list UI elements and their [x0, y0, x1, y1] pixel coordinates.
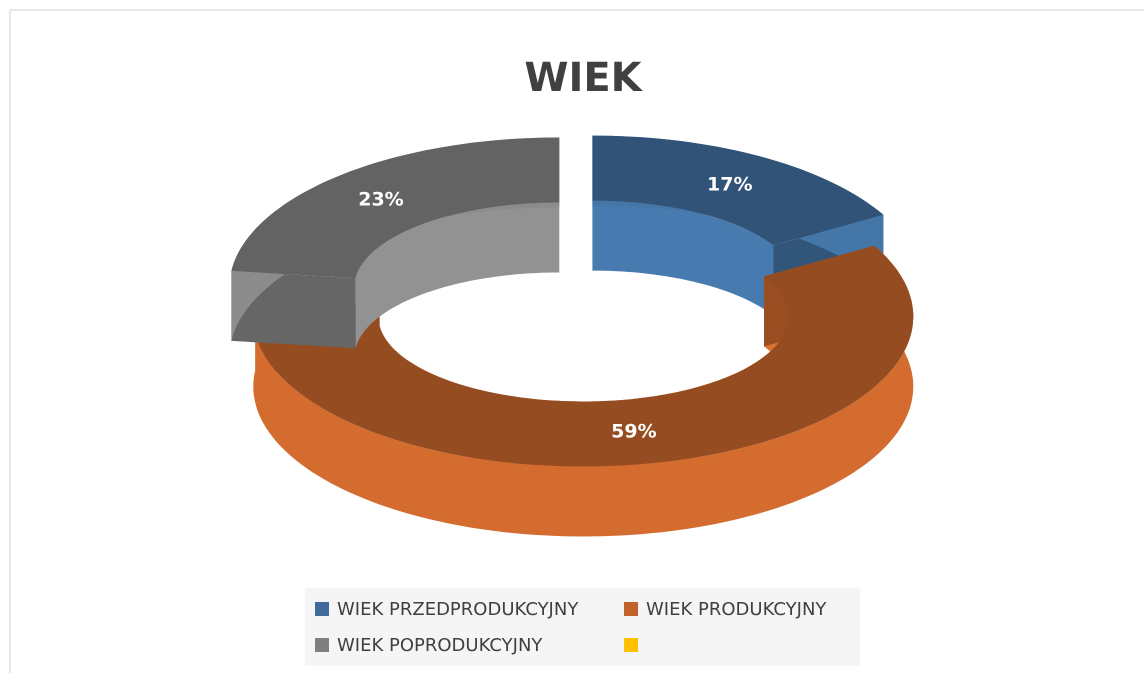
- legend-swatch: [624, 602, 638, 616]
- doughnut-slice: [253, 245, 914, 537]
- legend-label: WIEK PRODUKCYJNY: [646, 599, 827, 620]
- doughnut-slice: [231, 137, 560, 349]
- legend-box: [305, 588, 860, 666]
- slice-top: [592, 135, 884, 246]
- slice-top: [253, 245, 914, 467]
- data-label: 59%: [611, 420, 656, 442]
- chart-title: WIEK: [524, 55, 643, 101]
- legend-swatch: [315, 602, 329, 616]
- data-label: 23%: [358, 188, 403, 210]
- legend-label: WIEK PRZEDPRODUKCYJNY: [337, 599, 579, 620]
- legend-swatch: [624, 638, 638, 652]
- legend-swatch: [315, 638, 329, 652]
- legend-label: WIEK POPRODUKCYJNY: [337, 635, 543, 656]
- slice-inner-wall: [355, 202, 560, 349]
- slice-inner-wall: [592, 200, 774, 316]
- slice-outer-wall: [253, 245, 914, 537]
- doughnut-slice: [592, 135, 884, 316]
- data-label: 17%: [707, 173, 752, 195]
- slice-top: [231, 137, 560, 279]
